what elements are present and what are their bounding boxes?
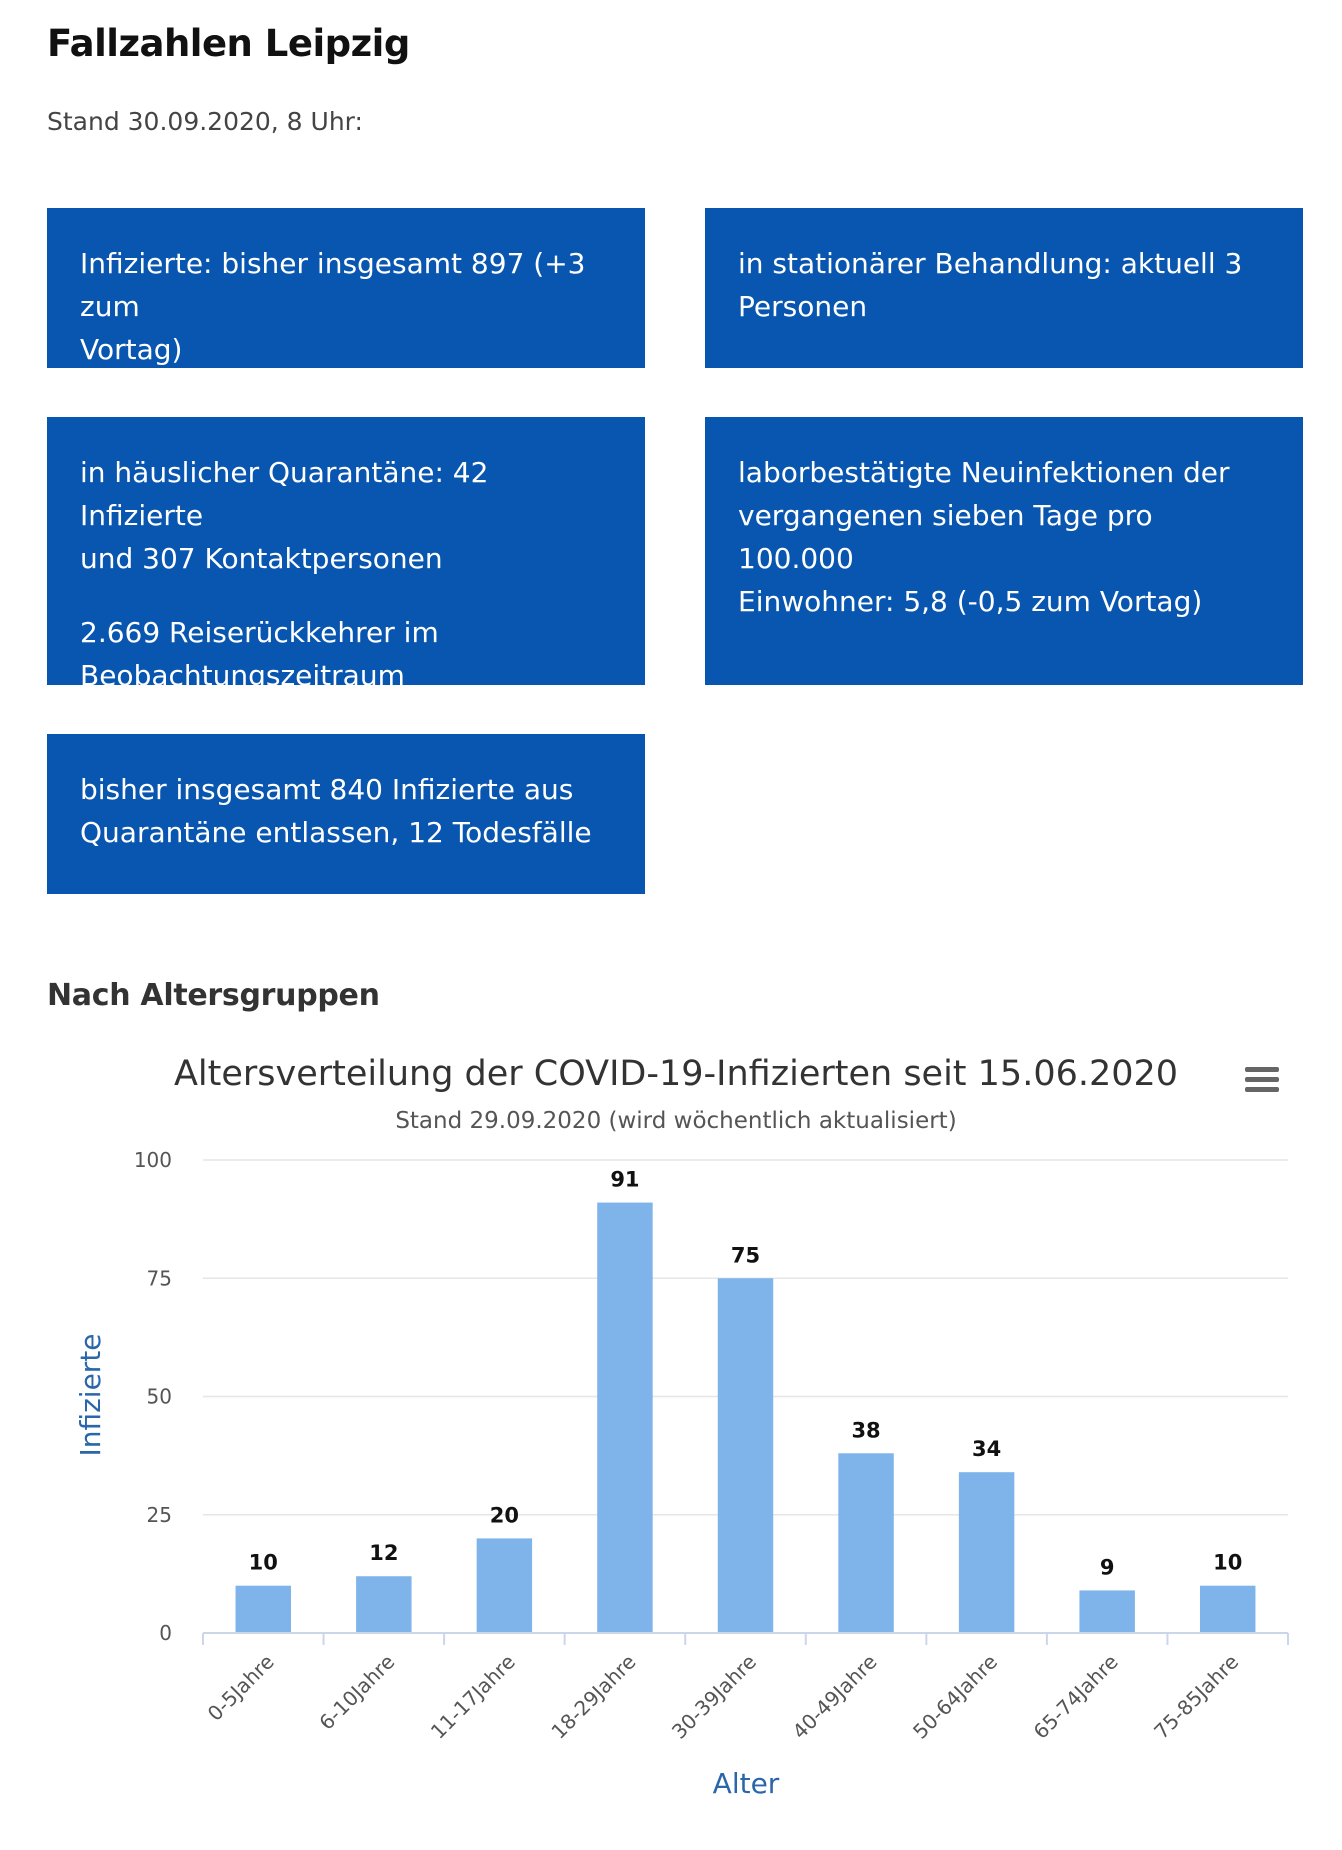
data-label: 91 xyxy=(610,1168,639,1192)
hamburger-menu-icon[interactable] xyxy=(1240,1060,1284,1100)
section-heading: Nach Altersgruppen xyxy=(47,978,380,1013)
bar[interactable] xyxy=(958,1472,1015,1633)
info-box-released: bisher insgesamt 840 Infizierte aus Quara… xyxy=(47,734,645,894)
data-label: 75 xyxy=(731,1243,760,1267)
x-tick-label: 50-64Jahre xyxy=(908,1650,1002,1744)
data-label: 12 xyxy=(369,1541,398,1565)
data-label: 34 xyxy=(972,1437,1001,1461)
data-label: 38 xyxy=(851,1418,880,1442)
info-box-incidence: laborbestätigte Neuinfektionen der vergan… xyxy=(705,417,1303,685)
info-box-text: in häuslicher Quarantäne: 42 Infizierte u… xyxy=(80,456,489,575)
y-axis-ticks: 0 25 50 75 100 xyxy=(134,1148,172,1645)
x-tick-label: 6-10Jahre xyxy=(314,1650,399,1735)
data-label: 10 xyxy=(1213,1551,1242,1575)
data-label: 9 xyxy=(1100,1555,1115,1579)
x-tick-label: 11-17Jahre xyxy=(426,1650,520,1744)
x-tick-label: 75-85Jahre xyxy=(1149,1650,1243,1744)
x-tick-label: 0-5Jahre xyxy=(203,1650,279,1726)
y-tick-label: 25 xyxy=(147,1503,172,1527)
y-tick-label: 0 xyxy=(159,1621,172,1645)
bar[interactable] xyxy=(597,1202,653,1633)
bar[interactable] xyxy=(838,1453,894,1633)
info-box-text: laborbestätigte Neuinfektionen der vergan… xyxy=(738,456,1230,618)
info-box-text: in stationärer Behandlung: aktuell 3 Pers… xyxy=(738,247,1243,323)
y-tick-label: 75 xyxy=(147,1266,172,1290)
info-box-text-travel: 2.669 Reiserückkehrer im Beobachtungszeit… xyxy=(80,616,439,692)
age-distribution-chart: Altersverteilung der COVID-19-Infizierte… xyxy=(74,1054,1289,1800)
x-axis xyxy=(202,1632,1289,1645)
x-tick-label: 65-74Jahre xyxy=(1029,1650,1123,1744)
stand-date: Stand 30.09.2020, 8 Uhr: xyxy=(47,107,363,136)
page-title: Fallzahlen Leipzig xyxy=(47,22,410,65)
data-label: 10 xyxy=(249,1551,278,1575)
y-tick-label: 50 xyxy=(147,1385,172,1409)
bars xyxy=(235,1202,1256,1633)
info-box-infected: Infizierte: bisher insgesamt 897 (+3 zum… xyxy=(47,208,645,368)
info-box-hospital: in stationärer Behandlung: aktuell 3 Pers… xyxy=(705,208,1303,368)
data-labels: 10 12 20 91 75 38 34 9 10 xyxy=(249,1168,1243,1580)
x-axis-title: Alter xyxy=(713,1767,780,1800)
x-tick-label: 18-29Jahre xyxy=(546,1650,640,1744)
data-label: 20 xyxy=(490,1503,519,1527)
info-box-quarantine: in häuslicher Quarantäne: 42 Infizierte u… xyxy=(47,417,645,692)
bar[interactable] xyxy=(1199,1585,1256,1633)
bar[interactable] xyxy=(717,1278,774,1633)
x-axis-labels: 0-5Jahre 6-10Jahre 11-17Jahre 18-29Jahre 30-… xyxy=(203,1650,1244,1744)
bar[interactable] xyxy=(356,1576,412,1633)
chart-title: Altersverteilung der COVID-19-Infizierte… xyxy=(174,1054,1178,1094)
x-tick-label: 40-49Jahre xyxy=(788,1650,882,1744)
y-axis-title: Infizierte xyxy=(74,1333,107,1456)
bar[interactable] xyxy=(235,1585,292,1633)
info-box-text: Infizierte: bisher insgesamt 897 (+3 zum… xyxy=(80,247,586,366)
info-box-text: bisher insgesamt 840 Infizierte aus Quara… xyxy=(80,773,592,849)
y-tick-label: 100 xyxy=(134,1148,172,1172)
x-tick-label: 30-39Jahre xyxy=(667,1650,761,1744)
bar[interactable] xyxy=(1079,1590,1135,1633)
bar[interactable] xyxy=(476,1538,533,1633)
chart-subtitle: Stand 29.09.2020 (wird wöchentlich aktua… xyxy=(395,1108,956,1134)
